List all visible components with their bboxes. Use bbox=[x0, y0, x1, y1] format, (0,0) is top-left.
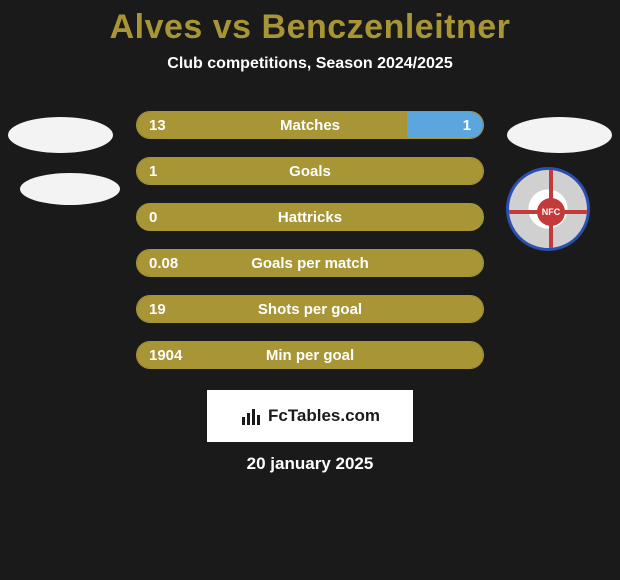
fctables-logo: FcTables.com bbox=[207, 390, 413, 442]
comparison-subtitle: Club competitions, Season 2024/2025 bbox=[0, 55, 620, 73]
stat-row: 1Goals bbox=[136, 157, 484, 185]
stat-label: Hattricks bbox=[137, 209, 483, 226]
stats-area: NFC 131Matches 1Goals 0Hattricks 0.08Goals … bbox=[0, 111, 620, 371]
club-left-placeholder bbox=[20, 173, 120, 205]
stat-label: Goals bbox=[137, 163, 483, 180]
stat-row: 0Hattricks bbox=[136, 203, 484, 231]
bars-icon bbox=[240, 405, 262, 427]
stat-row: 19Shots per goal bbox=[136, 295, 484, 323]
player-right-placeholder bbox=[507, 117, 612, 153]
stat-row: 1904Min per goal bbox=[136, 341, 484, 369]
stat-row: 131Matches bbox=[136, 111, 484, 139]
badge-center-text: NFC bbox=[537, 198, 565, 226]
player-left-placeholder bbox=[8, 117, 113, 153]
stat-label: Goals per match bbox=[137, 255, 483, 272]
date-text: 20 january 2025 bbox=[0, 454, 620, 474]
stat-row: 0.08Goals per match bbox=[136, 249, 484, 277]
stat-label: Min per goal bbox=[137, 347, 483, 364]
logo-text: FcTables.com bbox=[268, 406, 380, 426]
stat-label: Shots per goal bbox=[137, 301, 483, 318]
comparison-title: Alves vs Benczenleitner bbox=[0, 0, 620, 47]
club-right-badge: NFC bbox=[506, 167, 590, 251]
stat-rows: 131Matches 1Goals 0Hattricks 0.08Goals per … bbox=[136, 111, 484, 387]
stat-label: Matches bbox=[137, 117, 483, 134]
